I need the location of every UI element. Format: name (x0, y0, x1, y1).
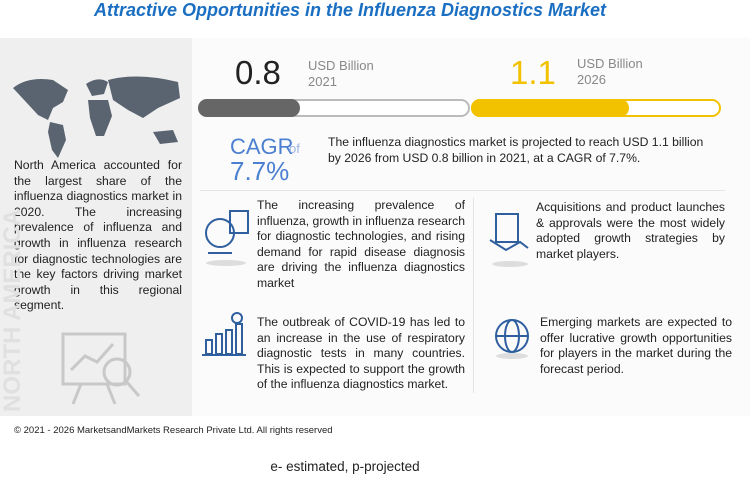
summary: The influenza diagnostics market is proj… (328, 135, 704, 165)
note: e- estimated, p-projected (270, 459, 420, 474)
divider (473, 198, 474, 393)
growth-icon (202, 312, 246, 356)
stat-unit: USD Billion (308, 58, 374, 73)
progress-fill (198, 99, 300, 117)
divider (200, 190, 725, 191)
stat-unit: USD Billion (577, 56, 643, 71)
stat-year: 2026 (577, 72, 606, 87)
globe-icon (495, 319, 529, 359)
region-label: NORTH AMERICA (0, 208, 26, 412)
card-text: Acquisitions and product launches & appr… (536, 200, 725, 261)
world-map (13, 76, 180, 158)
cagr-value: 7.7% (230, 156, 290, 186)
handshake-icon (489, 213, 529, 267)
stat-year: 2021 (308, 74, 337, 89)
copyright: © 2021 - 2026 MarketsandMarkets Research… (14, 425, 333, 436)
card-text: The increasing prevalence of influenza, … (257, 198, 465, 290)
cagr-label: CAGR (230, 134, 294, 159)
title: Attractive Opportunities in the Influenz… (93, 0, 607, 20)
stat-value: 1.1 (510, 54, 556, 91)
card-text: The outbreak of COVID-19 has led to an i… (257, 315, 465, 392)
cagr-of: of (289, 141, 300, 156)
progress-fill (471, 99, 629, 117)
card-text: Emerging markets are expected to offer l… (540, 315, 732, 376)
diagnostic-icon (205, 210, 249, 266)
analytics-icon (61, 332, 141, 405)
stat-value: 0.8 (235, 54, 281, 91)
region-text: North America accounted for the largest … (14, 158, 182, 313)
